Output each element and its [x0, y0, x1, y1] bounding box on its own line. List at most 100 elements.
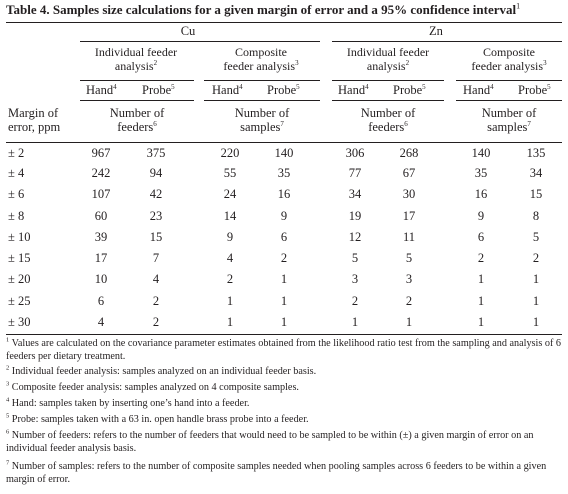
value-cell: 1: [477, 294, 485, 308]
subgroup-line2: analysis2: [114, 59, 158, 73]
value-cell: 4: [152, 272, 160, 286]
footnote: 5 Probe: samples taken with a 63 in. ope…: [6, 412, 309, 425]
value-cell: 5: [532, 230, 540, 244]
value-cell: 35: [474, 166, 488, 180]
value-cell: 242: [91, 166, 111, 180]
value-cell: 24: [223, 187, 237, 201]
subgroup-line1: Individual feeder: [346, 45, 430, 59]
subgroup-header: Composite feeder analysis3: [454, 45, 564, 73]
footnote: 7 Number of samples: refers to the numbe…: [6, 459, 547, 485]
subgroup-rule: [80, 80, 194, 81]
caption-text: Table 4. Samples size calculations for a…: [6, 2, 517, 17]
margin-cell: ± 2: [8, 146, 25, 160]
value-cell: 12: [348, 230, 362, 244]
value-cell: 1: [532, 272, 540, 286]
subgroup-rule: [456, 80, 562, 81]
margin-cell: ± 20: [8, 272, 31, 286]
subgroup-line1: Individual feeder: [94, 45, 178, 59]
value-cell: 1: [351, 315, 359, 329]
row-header-line1: Margin of: [8, 106, 59, 120]
value-cell: 6: [280, 230, 288, 244]
table-bottom-rule: [6, 334, 562, 335]
footnote: 3 Composite feeder analysis: samples ana…: [6, 380, 299, 393]
unit-header: Number of feeders6: [109, 106, 165, 134]
value-cell: 8: [532, 209, 540, 223]
value-cell: 30: [402, 187, 416, 201]
unit-header: Number of feeders6: [360, 106, 416, 134]
value-cell: 1: [477, 315, 485, 329]
value-cell: 39: [94, 230, 108, 244]
row-header-line2: error, ppm: [8, 120, 61, 134]
value-cell: 42: [149, 187, 163, 201]
value-cell: 2: [532, 251, 540, 265]
subgroup-line2: analysis2: [366, 59, 410, 73]
table-caption: Table 4. Samples size calculations for a…: [6, 2, 520, 18]
method-header-probe: Probe5: [518, 82, 551, 97]
value-cell: 10: [94, 272, 108, 286]
table-row: ± 2 967 375 220 140 306 268 140 135: [0, 146, 568, 166]
footnote: 4 Hand: samples taken by inserting one’s…: [6, 396, 250, 409]
value-cell: 268: [399, 146, 419, 160]
value-cell: 2: [405, 294, 413, 308]
method-header-probe: Probe5: [393, 82, 426, 97]
group-header-cu: Cu: [180, 24, 196, 38]
method-header-probe: Probe5: [142, 82, 175, 97]
table-row: ± 25 6 2 1 1 2 2 1 1: [0, 294, 568, 314]
value-cell: 140: [471, 146, 491, 160]
margin-cell: ± 6: [8, 187, 25, 201]
value-cell: 7: [152, 251, 160, 265]
value-cell: 2: [226, 272, 234, 286]
table-row: ± 20 10 4 2 1 3 3 1 1: [0, 272, 568, 292]
top-rule: [6, 22, 562, 23]
value-cell: 16: [277, 187, 291, 201]
row-header: Margin of error, ppm: [8, 106, 60, 134]
subgroup-rule: [332, 80, 444, 81]
value-cell: 34: [348, 187, 362, 201]
method-rule: [80, 100, 194, 101]
value-cell: 1: [226, 294, 234, 308]
value-cell: 6: [477, 230, 485, 244]
value-cell: 375: [146, 146, 166, 160]
value-cell: 23: [149, 209, 163, 223]
unit-header: Number of samples7: [234, 106, 290, 134]
value-cell: 67: [402, 166, 416, 180]
value-cell: 135: [526, 146, 546, 160]
value-cell: 55: [223, 166, 237, 180]
value-cell: 15: [149, 230, 163, 244]
margin-cell: ± 10: [8, 230, 31, 244]
value-cell: 4: [226, 251, 234, 265]
value-cell: 2: [351, 294, 359, 308]
value-cell: 5: [351, 251, 359, 265]
subgroup-header: Individual feeder analysis2: [332, 45, 444, 73]
footnote: 6 Number of feeders: refers to the numbe…: [6, 428, 534, 454]
table-row: ± 10 39 15 9 6 12 11 6 5: [0, 230, 568, 250]
caption-footnote-marker: 1: [516, 1, 521, 11]
value-cell: 9: [477, 209, 485, 223]
table-row: ± 15 17 7 4 2 5 5 2 2: [0, 251, 568, 271]
group-rule-zn: [332, 41, 562, 42]
subgroup-line1: Composite: [234, 45, 287, 59]
value-cell: 9: [226, 230, 234, 244]
value-cell: 3: [351, 272, 359, 286]
value-cell: 306: [345, 146, 365, 160]
margin-cell: ± 30: [8, 315, 31, 329]
value-cell: 6: [97, 294, 105, 308]
method-rule: [204, 100, 320, 101]
value-cell: 2: [280, 251, 288, 265]
value-cell: 2: [152, 315, 160, 329]
table-row: ± 8 60 23 14 9 19 17 9 8: [0, 209, 568, 229]
value-cell: 15: [529, 187, 543, 201]
method-rule: [456, 100, 562, 101]
value-cell: 2: [477, 251, 485, 265]
value-cell: 77: [348, 166, 362, 180]
value-cell: 60: [94, 209, 108, 223]
value-cell: 1: [280, 272, 288, 286]
margin-cell: ± 25: [8, 294, 31, 308]
value-cell: 4: [97, 315, 105, 329]
value-cell: 1: [280, 315, 288, 329]
method-header-hand: Hand4: [86, 82, 117, 97]
margin-cell: ± 15: [8, 251, 31, 265]
value-cell: 140: [274, 146, 294, 160]
table-row: ± 4 242 94 55 35 77 67 35 34: [0, 166, 568, 186]
subgroup-line1: Composite: [482, 45, 535, 59]
